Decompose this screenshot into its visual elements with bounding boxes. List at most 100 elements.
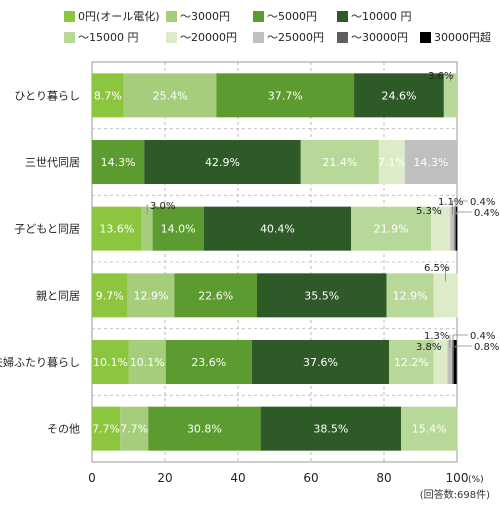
legend-item: ～3000円 — [166, 8, 230, 24]
callout-leader — [454, 200, 468, 215]
data-label: 14.0% — [161, 223, 196, 236]
data-label: 12.9% — [393, 289, 428, 302]
data-label: 40.4% — [260, 223, 295, 236]
bar-segment — [127, 273, 175, 318]
data-label: 21.9% — [374, 223, 409, 236]
bar-segment — [450, 206, 455, 251]
bar-segment — [401, 406, 458, 451]
data-label: 38.5% — [313, 423, 348, 436]
bar-segment — [433, 340, 448, 384]
legend-item: ～25000円 — [253, 29, 324, 45]
bar-segment — [260, 406, 402, 451]
bar-segment — [354, 73, 444, 118]
data-label: 25.4% — [153, 89, 188, 102]
category-label: 子どもと同居 — [14, 223, 80, 236]
data-label: 10.1% — [130, 356, 165, 369]
bar-segment — [455, 206, 458, 251]
legend-label: ～10000 円 — [351, 10, 412, 23]
legend-swatch — [253, 10, 264, 22]
callout-label: 6.5% — [424, 263, 449, 274]
x-tick-label: 80 — [376, 471, 391, 485]
legend-item: ～15000 円 — [64, 29, 139, 45]
callout-label: 3.0% — [150, 201, 175, 212]
callout-label: 3.6% — [428, 71, 453, 82]
bar-segment — [378, 140, 405, 184]
callout-leader — [440, 345, 442, 348]
x-tick-label: 0 — [88, 471, 96, 485]
legend-label: ～3000円 — [180, 10, 230, 23]
bar-segment — [256, 273, 387, 318]
bar-segment — [447, 340, 453, 384]
bar-segment — [251, 340, 390, 384]
legend-label: 30000円超 — [434, 31, 491, 44]
data-label: 42.9% — [205, 156, 240, 169]
legend-label: ～15000 円 — [78, 31, 139, 44]
bar-segment — [404, 140, 457, 184]
callout-label: 0.4% — [470, 331, 495, 342]
bar-segment — [92, 273, 128, 318]
bar-segment — [92, 140, 145, 184]
bar-segment — [148, 406, 261, 451]
bar-segment — [433, 273, 458, 318]
legend-item: ～10000 円 — [337, 8, 412, 24]
category-label: 親と同居 — [36, 289, 80, 302]
bar-segment — [128, 340, 166, 384]
bar-segment — [443, 73, 457, 118]
data-label: 14.3% — [101, 156, 136, 169]
bar-segment — [92, 206, 142, 251]
legend-swatch — [64, 10, 75, 22]
bar-segment — [165, 340, 252, 384]
bar-segment — [452, 340, 454, 384]
data-label: 21.4% — [322, 156, 357, 169]
data-label: 8.7% — [94, 89, 122, 102]
legend-swatch — [337, 10, 348, 22]
callout-label: 1.1% — [438, 197, 463, 208]
callout-leader — [450, 74, 454, 82]
callout-label: 0.4% — [474, 208, 499, 219]
bar-segment — [92, 406, 121, 451]
bar-segment — [174, 273, 257, 318]
callout-leader — [454, 345, 472, 348]
bar-segment — [454, 206, 456, 251]
bar-segment — [203, 206, 352, 251]
legend-label: ～30000円 — [351, 31, 408, 44]
data-label: 37.6% — [303, 356, 338, 369]
category-label: 夫婦ふたり暮らし — [0, 355, 80, 369]
data-label: 22.6% — [198, 289, 233, 302]
x-tick-label: 100 — [446, 471, 469, 485]
bar-segment — [351, 206, 432, 251]
callout-label: 5.3% — [416, 206, 441, 217]
legend-item: ～30000円 — [337, 29, 408, 45]
data-label: 35.5% — [304, 289, 339, 302]
data-label: 7.1% — [378, 156, 406, 169]
legend-item: ～20000円 — [166, 29, 237, 45]
callout-leader — [452, 334, 468, 348]
legend-swatch — [64, 31, 75, 43]
legend-item: 30000円超 — [420, 29, 491, 45]
x-unit-label: (%) — [468, 475, 484, 485]
callout-label: 3.8% — [416, 342, 441, 353]
bar-segment — [389, 340, 434, 384]
bar-segment — [123, 73, 217, 118]
category-label: その他 — [47, 423, 80, 436]
category-label: ひとり暮らし — [14, 88, 80, 102]
callout-leader — [440, 209, 442, 215]
data-label: 12.2% — [394, 356, 429, 369]
legend-item: ～5000円 — [253, 8, 317, 24]
callout-label: 1.3% — [424, 331, 449, 342]
data-label: 14.3% — [413, 156, 448, 169]
legend-label: 0円(オール電化) — [78, 10, 160, 23]
data-label: 7.7% — [120, 423, 148, 436]
legend-item: 0円(オール電化) — [64, 8, 160, 24]
legend-label: ～20000円 — [180, 31, 237, 44]
data-label: 13.6% — [99, 223, 134, 236]
data-label: 24.6% — [381, 89, 416, 102]
legend-swatch — [253, 31, 264, 43]
legend-label: ～5000円 — [267, 10, 317, 23]
bar-segment — [386, 273, 434, 318]
x-tick-label: 60 — [303, 471, 318, 485]
data-label: 23.6% — [191, 356, 226, 369]
legend-label: ～25000円 — [267, 31, 324, 44]
callout-label: 0.8% — [474, 342, 499, 353]
